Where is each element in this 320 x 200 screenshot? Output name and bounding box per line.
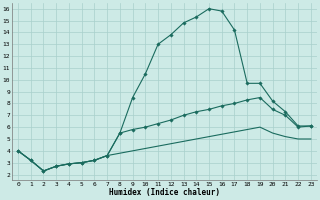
X-axis label: Humidex (Indice chaleur): Humidex (Indice chaleur) <box>109 188 220 197</box>
